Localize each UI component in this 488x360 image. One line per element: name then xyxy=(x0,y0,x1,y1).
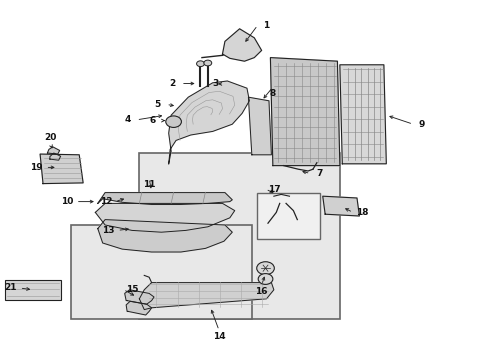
Polygon shape xyxy=(248,97,271,155)
Text: 6: 6 xyxy=(149,116,155,125)
Circle shape xyxy=(203,60,211,66)
Polygon shape xyxy=(222,29,261,61)
Polygon shape xyxy=(168,81,249,164)
Text: 13: 13 xyxy=(102,226,115,235)
Text: 20: 20 xyxy=(44,133,57,142)
Polygon shape xyxy=(98,193,232,204)
Polygon shape xyxy=(124,290,154,304)
Text: 12: 12 xyxy=(100,197,112,206)
Text: 2: 2 xyxy=(169,79,175,88)
Text: 19: 19 xyxy=(30,163,43,172)
Text: 3: 3 xyxy=(212,79,218,88)
Polygon shape xyxy=(322,196,359,216)
Polygon shape xyxy=(139,283,273,310)
Text: 14: 14 xyxy=(212,333,225,341)
Text: 21: 21 xyxy=(4,284,17,292)
Circle shape xyxy=(196,61,204,67)
Bar xyxy=(256,193,320,239)
Text: 5: 5 xyxy=(154,100,160,109)
Polygon shape xyxy=(270,58,339,166)
Polygon shape xyxy=(339,65,386,164)
Bar xyxy=(71,225,251,319)
Text: 15: 15 xyxy=(125,285,138,294)
Text: 1: 1 xyxy=(263,21,269,30)
Circle shape xyxy=(256,262,274,275)
Text: 10: 10 xyxy=(61,197,73,206)
Polygon shape xyxy=(95,203,234,232)
Text: 11: 11 xyxy=(142,180,155,189)
Polygon shape xyxy=(98,220,232,252)
Polygon shape xyxy=(47,147,60,154)
Text: 8: 8 xyxy=(269,89,275,98)
Polygon shape xyxy=(50,153,61,160)
Circle shape xyxy=(165,116,181,127)
Bar xyxy=(139,153,339,319)
Polygon shape xyxy=(40,154,83,184)
Text: 17: 17 xyxy=(267,184,280,194)
Text: 7: 7 xyxy=(315,169,322,178)
Text: 18: 18 xyxy=(355,208,367,217)
Text: 16: 16 xyxy=(255,287,267,296)
Text: 4: 4 xyxy=(124,115,131,124)
Bar xyxy=(5,280,61,300)
Circle shape xyxy=(258,274,272,284)
Polygon shape xyxy=(126,301,151,315)
Text: 9: 9 xyxy=(418,120,425,129)
